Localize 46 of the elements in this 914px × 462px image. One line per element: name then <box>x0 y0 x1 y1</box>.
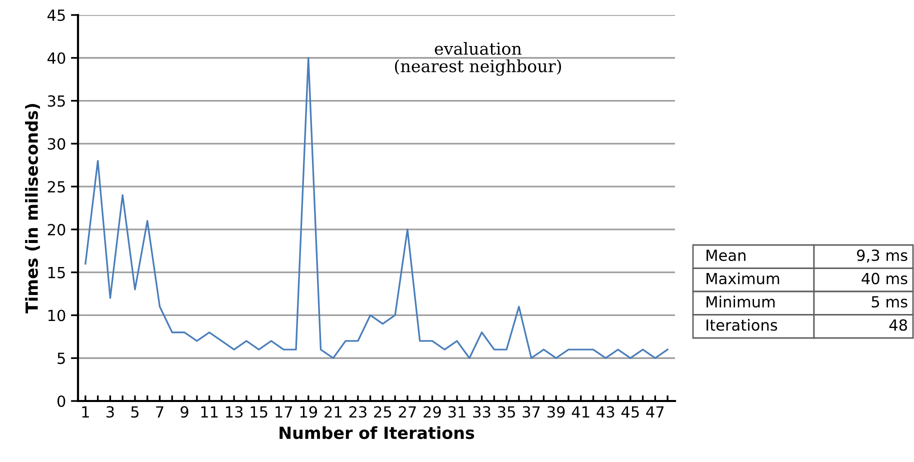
x-tick-label: 23 <box>349 406 366 418</box>
text: Mean <box>706 250 746 262</box>
x-tick-label: 7 <box>156 406 164 418</box>
text: Minimum <box>706 296 775 308</box>
text: Maximum <box>706 272 780 284</box>
y-tick-label: 25 <box>48 181 65 193</box>
x-tick-label: 35 <box>498 406 515 418</box>
x-tick-label: 9 <box>180 406 188 418</box>
y-tick-label: 10 <box>48 310 66 322</box>
x-tick-label: 37 <box>522 406 540 418</box>
x-tick-label: 43 <box>596 406 614 418</box>
x-tick-label: 1 <box>82 406 89 418</box>
y-tick-label: 40 <box>48 52 66 64</box>
x-tick-label: 47 <box>646 406 664 418</box>
text: 40 ms <box>862 272 908 284</box>
x-axis-title: Number of Iterations <box>280 426 474 440</box>
y-tick-label: 45 <box>48 10 65 22</box>
x-tick-label: 13 <box>226 406 243 418</box>
x-tick-label: 17 <box>276 406 292 418</box>
x-tick-label: 21 <box>324 406 342 418</box>
text: 48 <box>889 319 908 331</box>
x-tick-label: 5 <box>131 406 138 418</box>
line-series <box>84 57 668 359</box>
text: evaluation (nearest neighbour) <box>394 42 562 76</box>
y-tick-label: 35 <box>48 95 65 107</box>
x-tick-label: 33 <box>473 406 490 418</box>
x-tick-label: 45 <box>621 406 639 418</box>
x-tick-label: 41 <box>572 406 590 418</box>
y-tick-label: 5 <box>58 352 65 364</box>
y-tick-label: 15 <box>48 267 65 278</box>
text: 5 ms <box>872 296 908 308</box>
x-tick-label: 19 <box>300 406 318 418</box>
y-axis-title: Times (in miliseconds) <box>25 104 40 314</box>
x-tick-label: 31 <box>448 406 466 418</box>
x-tick-label: 15 <box>250 406 268 418</box>
y-tick-label: 0 <box>57 395 66 408</box>
x-tick-label: 27 <box>398 406 416 418</box>
text: 9,3 ms <box>857 250 908 263</box>
x-tick-label: 3 <box>106 406 114 418</box>
y-tick-label: 30 <box>48 138 66 150</box>
x-tick-label: 39 <box>548 406 565 418</box>
x-tick-label: 25 <box>374 406 392 418</box>
x-tick-label: 29 <box>424 406 441 418</box>
text: Iterations <box>706 318 778 331</box>
y-tick-label: 20 <box>48 224 66 236</box>
x-tick-label: 11 <box>201 406 218 418</box>
